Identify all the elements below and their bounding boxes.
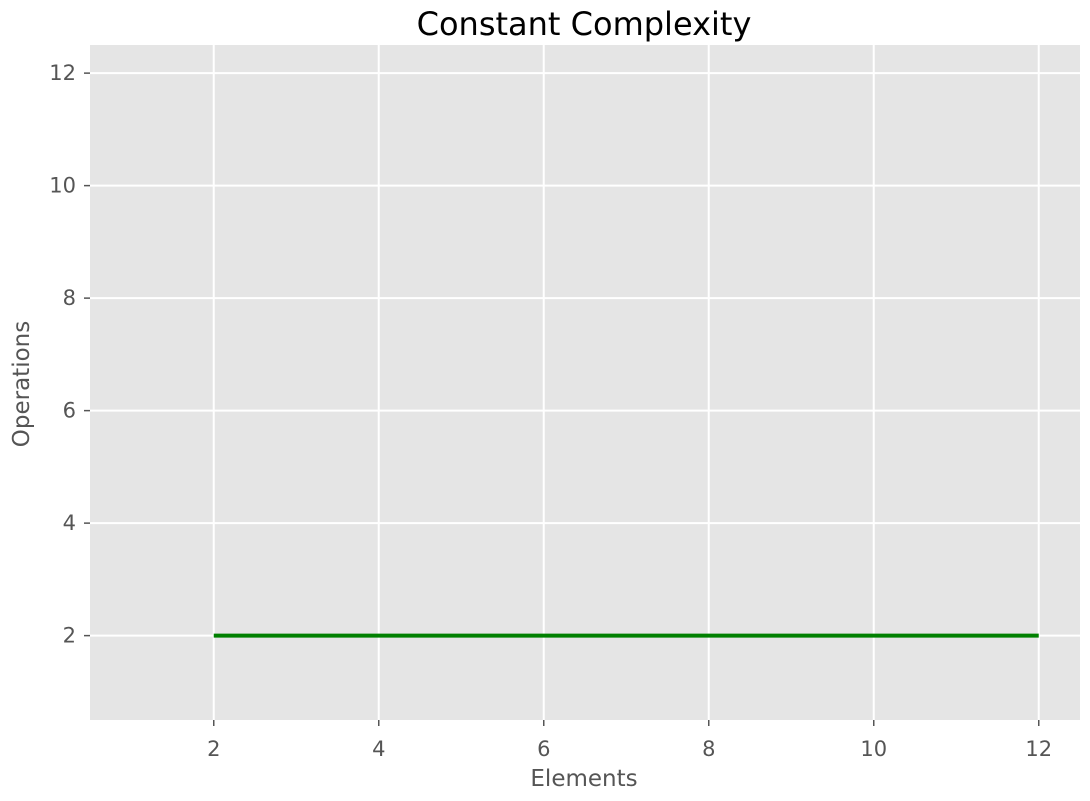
- x-tick-label: 12: [1025, 737, 1052, 761]
- x-tick-label: 4: [372, 737, 385, 761]
- chart-title: Constant Complexity: [417, 5, 752, 43]
- y-tick-label: 10: [49, 174, 76, 198]
- y-tick-label: 8: [63, 286, 76, 310]
- plot-area: [90, 45, 1080, 720]
- y-tick-label: 4: [63, 511, 76, 535]
- y-tick-label: 12: [49, 61, 76, 85]
- x-axis-label: Elements: [530, 766, 637, 792]
- y-tick-label: 6: [63, 399, 76, 423]
- x-tick-label: 2: [207, 737, 220, 761]
- x-tick-label: 10: [860, 737, 887, 761]
- tick-layer: 2 4 6 8 10 12 2 4 6 8 10 12: [49, 61, 1052, 761]
- y-tick-label: 2: [63, 624, 76, 648]
- y-axis-label: Operations: [9, 321, 35, 447]
- x-tick-label: 6: [537, 737, 550, 761]
- x-tick-label: 8: [702, 737, 715, 761]
